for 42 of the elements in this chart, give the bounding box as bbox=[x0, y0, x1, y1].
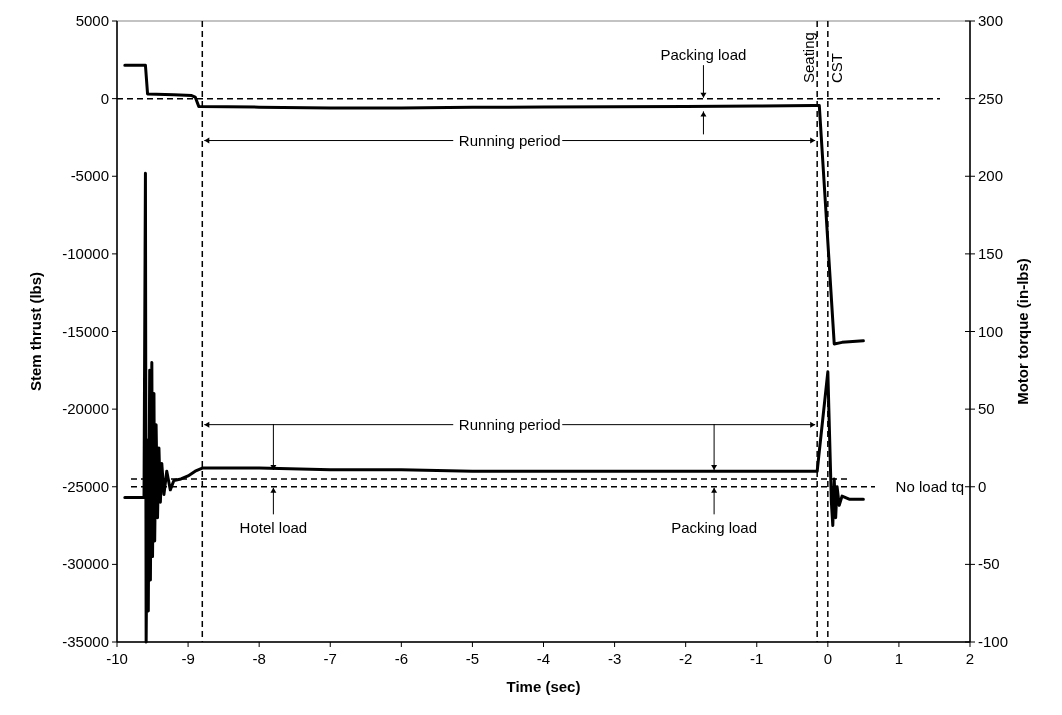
x-tick-label: 0 bbox=[823, 650, 833, 667]
y2-tick-label: 300 bbox=[978, 12, 1004, 29]
ref-line-label: Seating bbox=[800, 32, 818, 83]
ref-line-label: CST bbox=[827, 53, 845, 83]
x-tick-label: -4 bbox=[536, 650, 551, 667]
x-tick-label: 1 bbox=[894, 650, 904, 667]
y-tick-label: -5000 bbox=[70, 167, 109, 185]
y-tick-label: -25000 bbox=[62, 477, 109, 495]
y2-axis-title: Motor torque (in-lbs) bbox=[1014, 258, 1031, 405]
x-axis-title: Time (sec) bbox=[506, 678, 581, 695]
x-tick-label: 2 bbox=[965, 650, 975, 667]
y2-tick-label: 100 bbox=[978, 322, 1004, 340]
x-tick-label: -7 bbox=[323, 650, 337, 667]
ref-line-label: No load tq bbox=[895, 477, 964, 495]
y-tick-label: 5000 bbox=[75, 12, 109, 29]
x-tick-label: -8 bbox=[252, 650, 266, 667]
annotation: Packing load bbox=[671, 519, 758, 537]
y-tick-label: -35000 bbox=[62, 633, 109, 650]
x-tick-label: -3 bbox=[607, 650, 622, 667]
x-tick-label: -9 bbox=[181, 650, 195, 667]
x-tick-label: -2 bbox=[678, 650, 693, 667]
annotation: Hotel load bbox=[239, 519, 308, 537]
y2-tick-label: 250 bbox=[978, 89, 1004, 107]
y2-tick-label: 50 bbox=[978, 400, 995, 418]
y-tick-label: 0 bbox=[100, 89, 109, 107]
y-tick-label: -10000 bbox=[62, 244, 109, 262]
x-tick-label: -1 bbox=[750, 650, 764, 667]
y-tick-label: -30000 bbox=[62, 555, 109, 573]
annotation: Running period bbox=[458, 131, 561, 149]
annotation: Packing load bbox=[660, 46, 747, 64]
annotation: Running period bbox=[458, 415, 561, 433]
y-tick-label: -20000 bbox=[62, 400, 109, 418]
x-tick-label: -5 bbox=[465, 650, 480, 667]
y2-tick-label: -100 bbox=[978, 633, 1009, 650]
y2-tick-label: -50 bbox=[978, 555, 1000, 573]
y2-tick-label: 150 bbox=[978, 244, 1004, 262]
y2-tick-label: 0 bbox=[978, 477, 987, 495]
y2-tick-label: 200 bbox=[978, 167, 1004, 185]
y-tick-label: -15000 bbox=[62, 322, 109, 340]
x-tick-label: -6 bbox=[394, 650, 409, 667]
x-tick-label: -10 bbox=[106, 650, 128, 667]
y-axis-title: Stem thrust (lbs) bbox=[27, 271, 44, 392]
